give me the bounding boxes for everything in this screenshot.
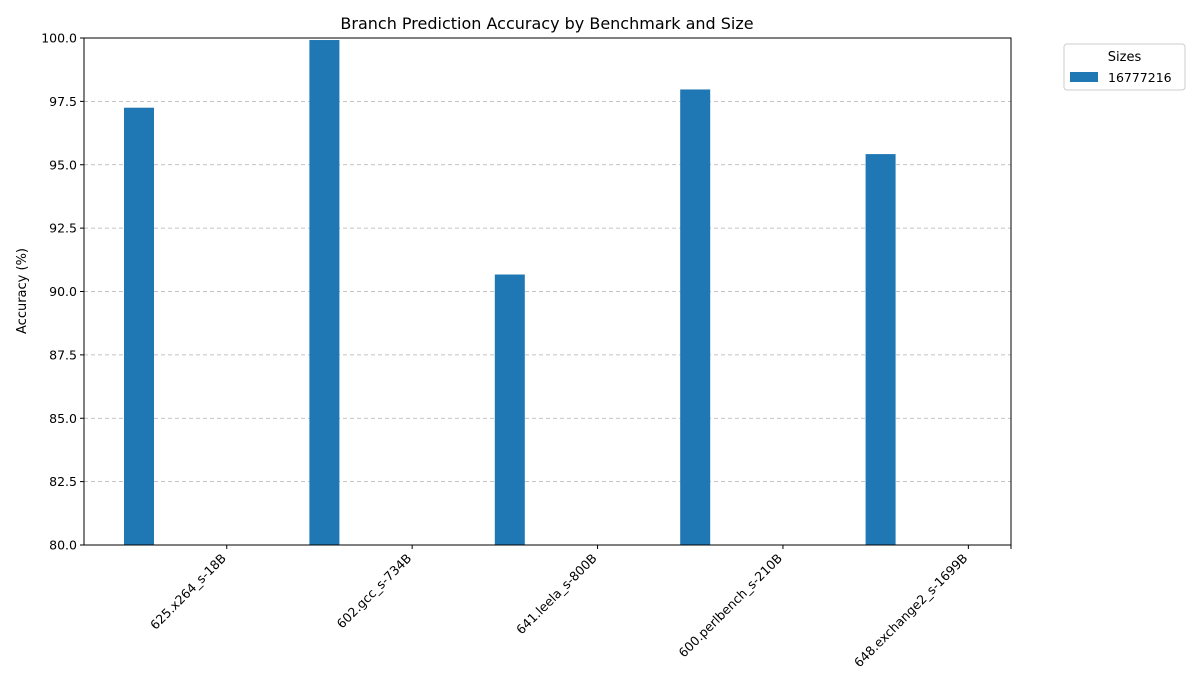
x-tick-label: 602.gcc_s-734B — [334, 551, 415, 632]
x-tick-label: 641.leela_s-800B — [513, 551, 600, 638]
chart-title: Branch Prediction Accuracy by Benchmark … — [340, 14, 753, 33]
x-tick-label: 600.perlbench_s-210B — [675, 551, 785, 661]
bar — [124, 107, 154, 546]
bar — [309, 40, 340, 545]
y-tick-label: 87.5 — [49, 347, 77, 362]
y-axis-ticks: 80.0 82.5 85.0 87.5 90.0 92.5 95.0 97.5 100.0 — [41, 31, 84, 553]
bar — [494, 274, 525, 545]
gridlines — [84, 100, 1011, 483]
y-tick-label: 90.0 — [49, 284, 77, 299]
y-tick-label: 92.5 — [49, 221, 77, 236]
y-tick-label: 80.0 — [49, 538, 77, 553]
y-tick-label: 85.0 — [49, 411, 77, 426]
x-axis-ticks: 625.x264_s-18B 602.gcc_s-734B 641.leela_s-… — [147, 545, 1012, 671]
y-tick-label: 100.0 — [41, 31, 77, 46]
legend-label: 16777216 — [1108, 70, 1172, 85]
x-tick-label: 625.x264_s-18B — [147, 551, 229, 633]
x-tick-label: 648.exchange2_s-1699B — [851, 551, 971, 671]
y-tick-label: 82.5 — [49, 474, 77, 489]
y-tick-label: 97.5 — [49, 94, 77, 109]
legend: Sizes 16777216 — [1063, 43, 1186, 91]
bar — [680, 89, 711, 545]
y-tick-label: 95.0 — [49, 157, 77, 172]
bar — [865, 154, 896, 545]
y-axis-label: Accuracy (%) — [15, 248, 30, 334]
legend-title: Sizes — [1108, 50, 1142, 65]
bars — [124, 40, 896, 546]
legend-swatch — [1070, 72, 1098, 82]
